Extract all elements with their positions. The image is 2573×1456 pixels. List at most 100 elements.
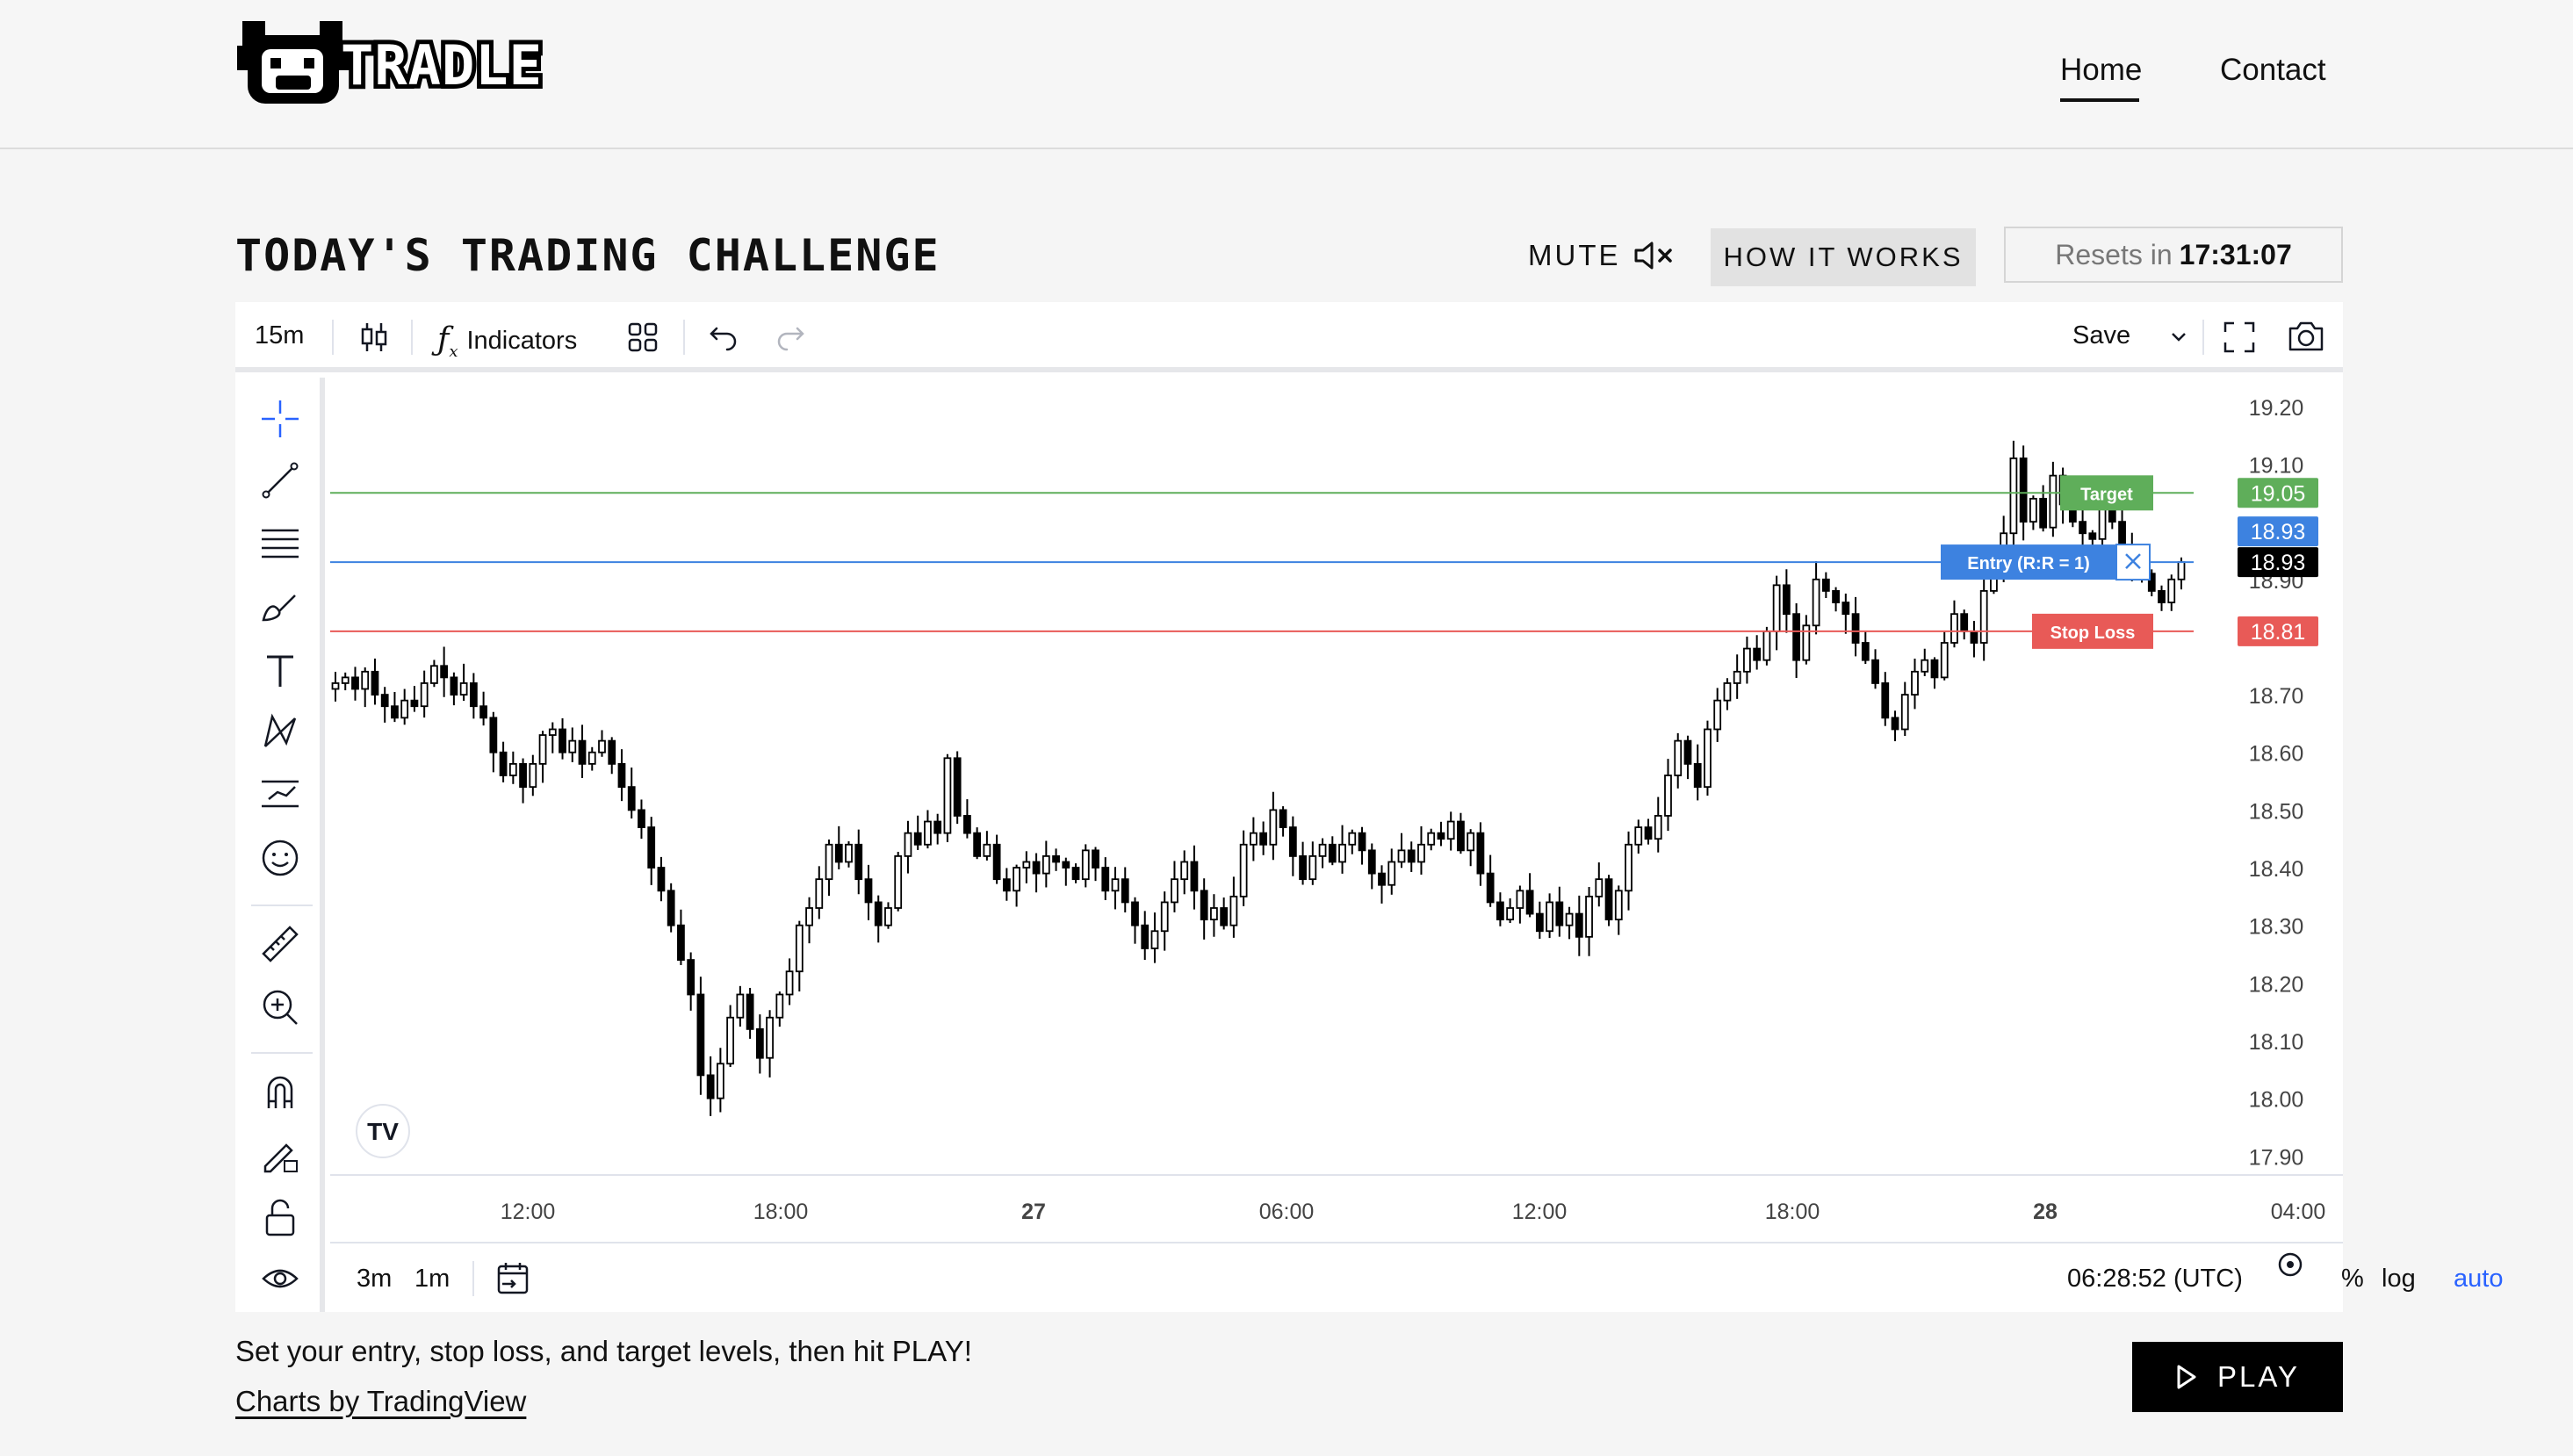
candle-body: [1002, 878, 1011, 892]
chevron-down-icon[interactable]: [2169, 328, 2188, 346]
trend-line-icon[interactable]: [260, 460, 300, 501]
brand-wordmark[interactable]: TRADLE: [336, 29, 546, 102]
zoom-in-icon[interactable]: [260, 987, 300, 1027]
candle-body: [391, 705, 399, 719]
candle-body: [1367, 849, 1376, 875]
interval-selector[interactable]: 15m: [255, 321, 305, 350]
x-tick-label: 06:00: [1259, 1200, 1315, 1224]
candle-body: [1171, 878, 1178, 904]
candle: [331, 672, 340, 702]
unlock-icon[interactable]: [260, 1198, 300, 1238]
candle: [1279, 806, 1287, 837]
candle: [341, 672, 350, 691]
candle-body: [1555, 901, 1564, 926]
mute-button[interactable]: MUTE: [1528, 239, 1677, 272]
entry-level[interactable]: Entry (R:R = 1) 18.93: [330, 516, 2318, 581]
candle: [1782, 569, 1791, 633]
reset-countdown: Resets in 17:31:07: [2004, 227, 2343, 283]
candle: [1476, 822, 1485, 886]
y-tick-label: 18.70: [2249, 684, 2304, 709]
candle: [499, 741, 508, 782]
y-tick-label: 18.50: [2249, 799, 2304, 824]
target-label-box[interactable]: [2060, 475, 2153, 511]
range-3m-button[interactable]: 3m: [357, 1265, 393, 1293]
lock-drawing-icon[interactable]: [260, 1135, 300, 1175]
candle: [775, 991, 784, 1027]
candle: [805, 897, 813, 944]
utc-clock[interactable]: 06:28:52 (UTC): [2067, 1265, 2243, 1293]
percent-scale-toggle[interactable]: %: [2341, 1265, 2364, 1293]
candle-body: [1979, 590, 1988, 644]
candle-body: [1704, 728, 1712, 789]
candle-body: [1457, 820, 1465, 852]
layout-grid-icon[interactable]: [627, 321, 659, 353]
ruler-icon[interactable]: [260, 924, 300, 964]
candle-body: [657, 867, 666, 892]
goto-date-icon[interactable]: [494, 1259, 532, 1298]
brush-icon[interactable]: [260, 587, 300, 627]
y-tick-label: 19.20: [2249, 396, 2304, 421]
text-tool-icon[interactable]: [260, 650, 300, 690]
pattern-tool-icon[interactable]: [260, 711, 300, 752]
candle: [1407, 841, 1416, 872]
candle: [479, 691, 487, 726]
tradingview-credit-link[interactable]: Charts by TradingView: [235, 1385, 527, 1417]
candle-body: [1239, 843, 1248, 897]
target-level[interactable]: Target 19.05: [330, 475, 2318, 511]
candle-body: [548, 728, 557, 736]
candle: [1821, 572, 1830, 598]
play-button[interactable]: PLAY: [2132, 1342, 2343, 1412]
candle-body: [420, 682, 429, 708]
candle-type-icon[interactable]: [358, 320, 390, 355]
price-axis[interactable]: 19.2019.1018.9018.7018.6018.5018.4018.30…: [2249, 396, 2304, 1170]
range-1m-button[interactable]: 1m: [414, 1265, 450, 1293]
candle: [1535, 901, 1544, 940]
emoji-icon[interactable]: [260, 838, 300, 878]
bull-logo-icon[interactable]: [235, 16, 525, 116]
undo-icon[interactable]: [708, 323, 739, 351]
trade-levels[interactable]: Target 19.05 Entry (R:R = 1) 18.93 Stop Loss…: [330, 475, 2318, 649]
candle-body: [677, 924, 685, 961]
candle: [380, 687, 389, 723]
candle-body: [1427, 832, 1436, 846]
candle-body: [1467, 832, 1475, 852]
nav-contact[interactable]: Contact: [2220, 53, 2326, 87]
entry-label-box[interactable]: [1941, 544, 2116, 580]
tradingview-logo-icon[interactable]: TV: [356, 1104, 410, 1158]
nav-home[interactable]: Home: [2060, 53, 2143, 87]
fullscreen-icon[interactable]: [2222, 320, 2257, 355]
camera-snapshot-icon[interactable]: [2287, 318, 2325, 353]
candle-body: [1970, 630, 1978, 644]
prediction-tool-icon[interactable]: [260, 775, 300, 815]
stop-label-box[interactable]: [2032, 613, 2153, 649]
auto-scale-toggle[interactable]: auto: [2454, 1265, 2504, 1293]
axis-settings-icon[interactable]: [2278, 1252, 2303, 1277]
indicators-button[interactable]: ƒx Indicators: [437, 321, 577, 361]
candle: [1171, 861, 1178, 912]
candle-body: [1634, 826, 1643, 846]
candle: [1229, 876, 1238, 938]
candle: [2079, 507, 2087, 549]
candle: [667, 883, 675, 933]
price-chart[interactable]: 19.2019.1018.9018.7018.6018.5018.4018.30…: [330, 378, 2343, 1312]
log-scale-toggle[interactable]: log: [2382, 1265, 2416, 1293]
candle: [1634, 819, 1643, 854]
candle: [1792, 603, 1800, 678]
candle-body: [953, 757, 962, 817]
save-button[interactable]: Save: [2072, 321, 2130, 350]
stop-level[interactable]: Stop Loss 18.81: [330, 613, 2318, 649]
candle-body: [1417, 843, 1425, 863]
candle-body: [1930, 659, 1939, 679]
candle: [1704, 720, 1712, 796]
candle: [1180, 850, 1189, 895]
how-it-works-button[interactable]: HOW IT WORKS: [1711, 228, 1976, 286]
x-tick-label: 18:00: [753, 1200, 809, 1224]
fib-retracement-icon[interactable]: [260, 523, 300, 564]
candle: [351, 667, 359, 701]
magnet-icon[interactable]: [260, 1071, 300, 1112]
crosshair-icon[interactable]: [260, 399, 300, 439]
redo-icon[interactable]: [775, 323, 806, 351]
eye-visibility-icon[interactable]: [260, 1261, 300, 1301]
candle: [1881, 672, 1890, 726]
time-axis[interactable]: 12:00 18:00 27 06:00 12:00 18:00 28 04:00: [330, 1174, 2343, 1224]
